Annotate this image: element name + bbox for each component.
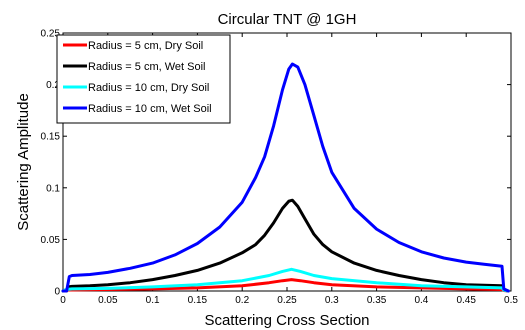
chart-title: Circular TNT @ 1GH [218, 11, 357, 28]
x-tick-label: 0 [60, 295, 66, 306]
legend-label-4: Radius = 10 cm, Wet Soil [88, 103, 212, 115]
x-tick-label: 0.3 [325, 295, 339, 306]
series-line-2 [61, 198, 510, 293]
x-tick-label: 0.4 [414, 295, 428, 306]
y-axis-title: Scattering Amplitude [15, 93, 32, 231]
x-tick-label: 0.5 [504, 295, 518, 306]
y-tick-label: 0.1 [46, 183, 60, 194]
y-tick-label: 0.05 [41, 235, 61, 246]
x-tick-label: 0.05 [98, 295, 118, 306]
y-tick-label: 0.2 [46, 80, 60, 91]
x-tick-label: 0.45 [456, 295, 476, 306]
legend-label-3: Radius = 10 cm, Dry Soil [88, 82, 209, 94]
x-tick-label: 0.15 [188, 295, 208, 306]
series-line-4 [61, 62, 510, 293]
legend-label-2: Radius = 5 cm, Wet Soil [88, 61, 205, 73]
x-tick-label: 0.35 [367, 295, 387, 306]
series-line-3 [61, 267, 510, 293]
x-tick-label: 0.2 [235, 295, 249, 306]
x-tick-label: 0.1 [146, 295, 160, 306]
y-tick-label: 0.15 [41, 132, 61, 143]
y-tick-label: 0 [54, 287, 60, 298]
x-tick-label: 0.25 [277, 295, 297, 306]
y-tick-label: 0.25 [41, 29, 61, 40]
x-axis-title: Scattering Cross Section [204, 312, 369, 329]
plot-area: 0 0.05 0.1 0.15 0.2 0.25 0.3 0.35 0.4 0.45 0.5 0 0.0… [41, 29, 519, 307]
legend: Radius = 5 cm, Dry Soil Radius = 5 cm, We… [56, 34, 231, 124]
legend-label-1: Radius = 5 cm, Dry Soil [88, 40, 203, 52]
